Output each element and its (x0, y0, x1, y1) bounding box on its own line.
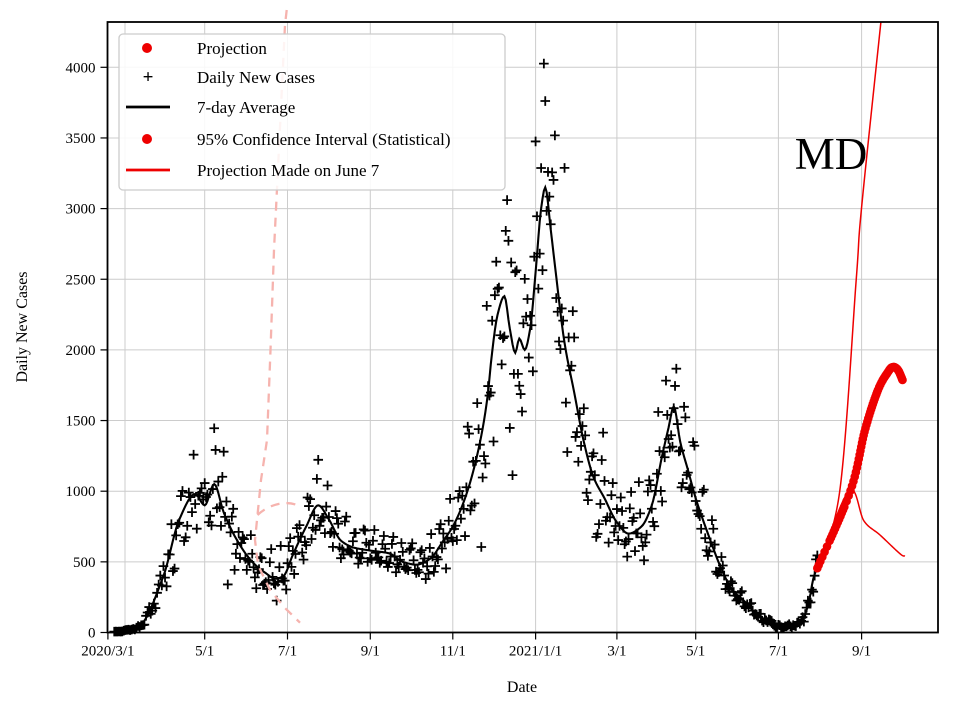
svg-text:9/1: 9/1 (361, 644, 380, 660)
svg-text:7/1: 7/1 (278, 644, 297, 660)
svg-text:Projection Made on June 7: Projection Made on June 7 (197, 161, 380, 180)
svg-text:7/1: 7/1 (769, 644, 788, 660)
svg-text:2021/1/1: 2021/1/1 (509, 644, 562, 660)
svg-text:Projection: Projection (197, 39, 267, 58)
svg-text:2020/3/1: 2020/3/1 (81, 644, 134, 660)
svg-text:500: 500 (73, 555, 96, 571)
svg-text:4000: 4000 (66, 60, 96, 76)
svg-text:Date: Date (507, 679, 537, 696)
svg-text:7-day Average: 7-day Average (197, 98, 295, 117)
svg-text:3/1: 3/1 (607, 644, 626, 660)
svg-text:95% Confidence Interval (Stati: 95% Confidence Interval (Statistical) (197, 130, 451, 149)
svg-text:3000: 3000 (66, 202, 96, 218)
svg-text:Daily New Cases: Daily New Cases (197, 68, 315, 87)
svg-text:1500: 1500 (66, 414, 96, 430)
svg-text:2000: 2000 (66, 343, 96, 359)
svg-text:MD: MD (795, 129, 868, 179)
svg-text:Daily New Cases: Daily New Cases (14, 271, 31, 382)
svg-text:0: 0 (88, 626, 96, 642)
svg-text:1000: 1000 (66, 484, 96, 500)
svg-text:9/1: 9/1 (852, 644, 871, 660)
svg-text:5/1: 5/1 (195, 644, 214, 660)
svg-text:+: + (143, 67, 154, 88)
svg-text:5/1: 5/1 (686, 644, 705, 660)
svg-text:3500: 3500 (66, 131, 96, 147)
svg-text:2500: 2500 (66, 272, 96, 288)
svg-text:11/1: 11/1 (440, 644, 466, 660)
